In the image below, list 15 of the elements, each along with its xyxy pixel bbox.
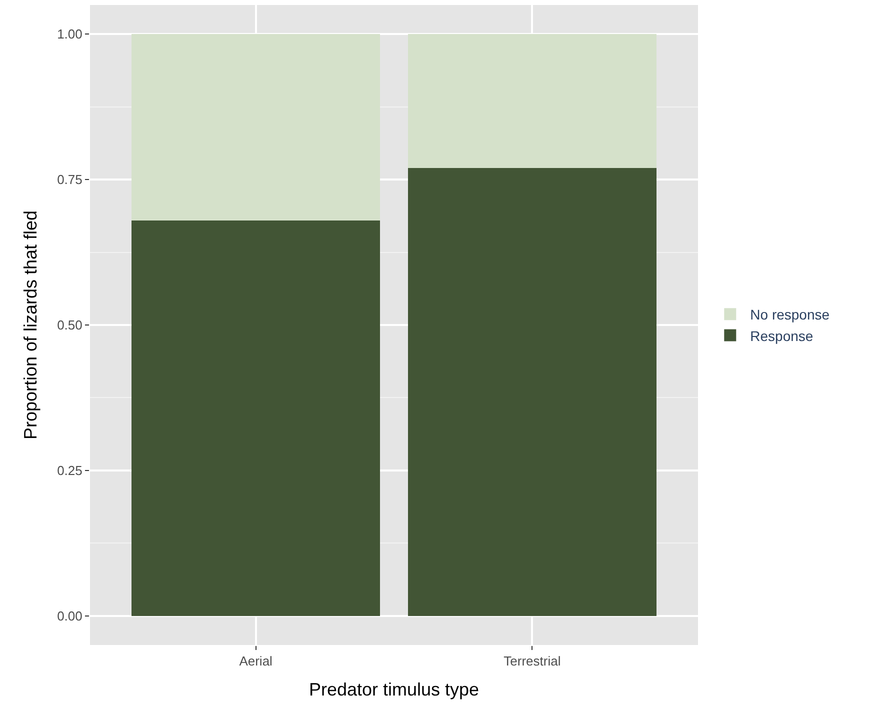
bar xyxy=(131,34,380,220)
legend-label: Response xyxy=(750,328,814,344)
bar xyxy=(131,220,380,616)
x-tick-label: Terrestrial xyxy=(504,654,561,669)
y-tick-label: 0.00 xyxy=(57,608,82,624)
bar xyxy=(408,168,657,616)
legend-label: No response xyxy=(750,306,830,323)
y-tick-label: 0.75 xyxy=(57,172,82,188)
y-tick-label: 0.50 xyxy=(57,318,82,333)
bar xyxy=(408,34,657,168)
y-tick-label: 1.00 xyxy=(57,26,82,42)
y-axis-title: Proportion of lizards that fled xyxy=(20,210,40,440)
x-tick-label: Aerial xyxy=(239,654,273,669)
x-axis-title: Predator timulus type xyxy=(308,680,480,700)
y-tick-label: 0.25 xyxy=(57,463,82,478)
